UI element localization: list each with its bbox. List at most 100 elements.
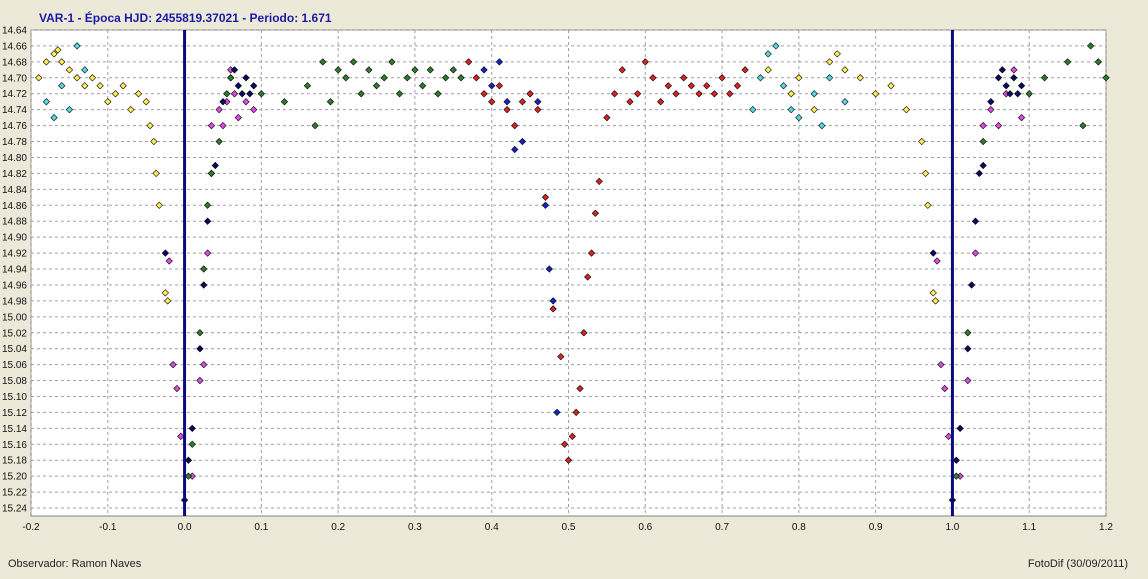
y-tick-label: 14.68 — [2, 57, 27, 68]
series-1 — [42, 42, 849, 130]
data-point — [518, 137, 527, 146]
data-point — [718, 74, 726, 82]
y-tick-label: 14.66 — [2, 41, 27, 52]
x-tick-label: 0.9 — [869, 522, 883, 533]
data-point — [564, 456, 573, 464]
data-point — [964, 345, 972, 353]
data-point — [795, 74, 803, 82]
data-point — [418, 82, 427, 90]
data-point — [695, 90, 703, 98]
data-point — [787, 90, 795, 98]
x-tick-label: 0.5 — [562, 522, 576, 533]
data-point — [703, 82, 711, 90]
data-point — [50, 114, 58, 122]
y-tick-label: 14.88 — [2, 217, 27, 228]
y-tick-label: 15.12 — [2, 408, 27, 419]
data-point — [403, 74, 411, 82]
data-point — [1017, 114, 1026, 122]
data-point — [246, 90, 254, 98]
data-point — [165, 257, 173, 265]
data-point — [188, 440, 196, 448]
data-point — [591, 209, 599, 217]
y-tick-label: 14.72 — [2, 89, 27, 100]
data-point — [54, 46, 62, 54]
y-tick-label: 14.70 — [2, 73, 27, 84]
data-point — [380, 74, 388, 82]
data-point — [234, 82, 242, 90]
data-point — [203, 217, 212, 225]
data-point — [1025, 90, 1033, 98]
x-tick-label: 0.8 — [792, 522, 806, 533]
phase-marker-lines — [183, 30, 954, 516]
data-point — [480, 66, 488, 74]
x-axis-tick-labels: -0.2 -0.1 0.0 0.1 0.2 0.3 0.4 0.5 0.6 0.7 0.8 0.9 1.… — [22, 522, 1113, 533]
data-point — [687, 82, 695, 90]
y-tick-label: 15.16 — [2, 440, 27, 451]
data-point — [787, 106, 795, 114]
data-point — [987, 106, 995, 114]
data-point — [50, 50, 58, 58]
data-point — [580, 329, 588, 337]
software-label: FotoDif (30/09/2011) — [1027, 558, 1128, 570]
data-point — [741, 66, 749, 74]
data-point — [998, 66, 1006, 74]
data-point — [1094, 58, 1102, 66]
y-tick-label: 15.00 — [2, 312, 27, 323]
data-point — [1002, 82, 1010, 90]
data-point — [503, 98, 511, 106]
data-point — [442, 74, 450, 82]
data-point — [649, 74, 657, 82]
data-point — [230, 66, 239, 74]
data-point — [219, 121, 227, 130]
data-point — [250, 106, 258, 114]
data-point — [764, 66, 772, 74]
x-tick-label: 1.2 — [1099, 522, 1113, 533]
data-point — [764, 50, 772, 58]
data-point — [825, 74, 834, 82]
data-point — [42, 98, 50, 106]
data-point — [349, 58, 358, 66]
data-point — [111, 90, 120, 98]
data-point — [177, 432, 185, 440]
y-tick-label: 15.08 — [2, 376, 27, 387]
y-tick-label: 15.04 — [2, 344, 27, 355]
data-point — [200, 265, 208, 273]
data-point — [81, 82, 89, 90]
data-point — [818, 121, 826, 130]
data-point — [902, 106, 910, 114]
data-point — [164, 297, 172, 305]
data-point — [184, 472, 193, 480]
data-point — [146, 121, 154, 130]
data-point — [576, 384, 584, 393]
y-tick-label: 15.20 — [2, 472, 27, 483]
y-tick-label: 14.94 — [2, 265, 27, 276]
data-point — [152, 169, 160, 178]
data-point — [426, 66, 434, 74]
data-point — [931, 297, 940, 305]
data-point — [203, 249, 212, 257]
data-point — [1017, 82, 1026, 90]
data-point — [534, 98, 542, 106]
x-tick-label: 1.1 — [1022, 522, 1036, 533]
data-point — [200, 281, 208, 289]
data-point — [1010, 74, 1018, 82]
data-point — [749, 106, 757, 114]
data-point — [196, 329, 204, 337]
y-tick-label: 14.84 — [2, 185, 27, 196]
data-point — [81, 66, 89, 74]
data-point — [169, 360, 177, 369]
data-point — [42, 58, 50, 66]
data-point — [184, 456, 193, 464]
y-tick-label: 14.76 — [2, 121, 27, 132]
data-point — [964, 329, 972, 337]
data-point — [242, 98, 250, 106]
data-point — [434, 90, 442, 98]
data-points — [35, 42, 1110, 504]
data-point — [968, 281, 976, 289]
data-point — [810, 90, 818, 98]
data-point — [211, 161, 219, 170]
data-point — [618, 66, 626, 74]
data-point — [511, 145, 519, 154]
data-point — [465, 58, 473, 66]
